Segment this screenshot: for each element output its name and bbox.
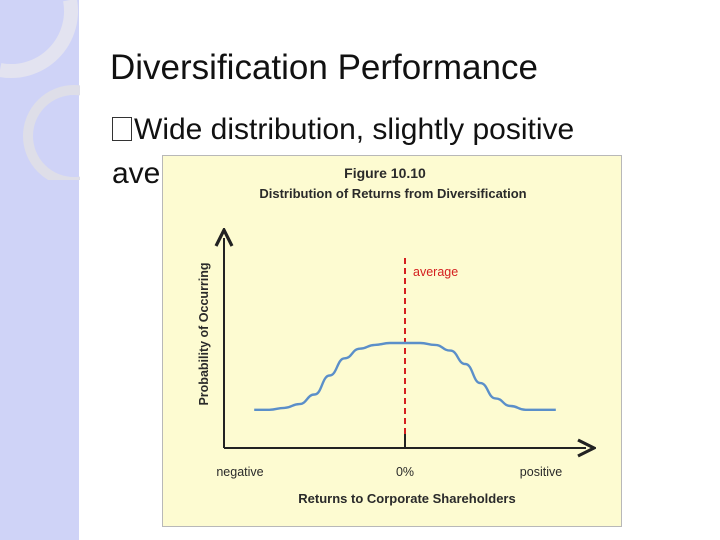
distribution-chart: Figure 10.10 Distribution of Returns fro…: [197, 165, 623, 506]
slide-sidebar: [0, 0, 80, 540]
figure-panel: Figure 10.10 Distribution of Returns fro…: [162, 155, 622, 527]
chart-title: Distribution of Returns from Diversifica…: [259, 186, 526, 201]
x-axis-label: Returns to Corporate Shareholders: [298, 491, 515, 506]
x-tick-label: negative: [216, 465, 263, 479]
x-tick-label: positive: [520, 465, 562, 479]
y-axis-label: Probability of Occurring: [197, 262, 211, 405]
average-label: average: [413, 265, 458, 279]
slide-title: Diversification Performance: [110, 48, 538, 87]
square-bullet-icon: [112, 117, 132, 141]
decorative-circles: [0, 0, 80, 180]
x-tick-label: 0%: [396, 465, 414, 479]
distribution-curve-line: [254, 341, 556, 411]
figure-label: Figure 10.10: [344, 165, 426, 181]
